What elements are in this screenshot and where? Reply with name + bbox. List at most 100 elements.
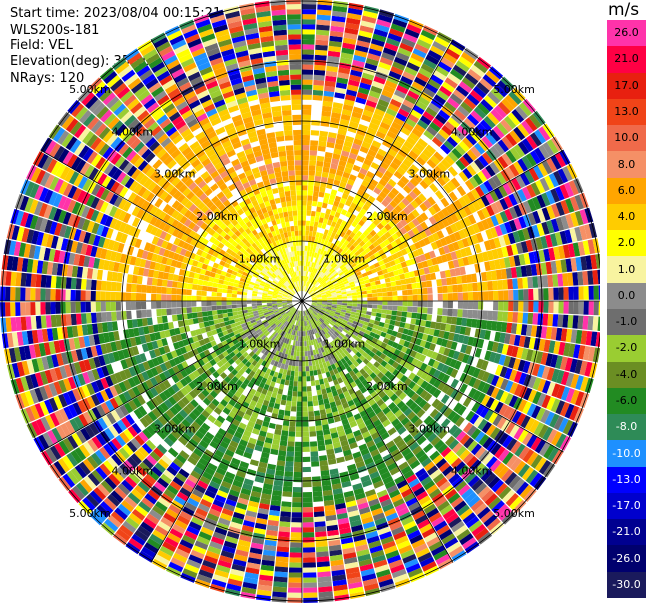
- velocity-gate: [317, 445, 326, 452]
- velocity-gate: [338, 67, 351, 75]
- velocity-gate: [325, 288, 331, 292]
- velocity-gate: [419, 556, 435, 568]
- velocity-gate: [294, 461, 302, 468]
- velocity-gate: [380, 313, 387, 319]
- velocity-gate: [567, 315, 574, 329]
- velocity-gate: [461, 275, 468, 284]
- velocity-gate: [580, 330, 588, 345]
- velocity-gate: [589, 362, 598, 378]
- velocity-gate: [283, 476, 293, 482]
- velocity-gate: [302, 205, 307, 211]
- velocity-gate: [141, 309, 147, 318]
- velocity-gate: [396, 285, 403, 291]
- velocity-gate: [371, 328, 378, 334]
- velocity-gate: [421, 347, 429, 356]
- velocity-gate: [466, 191, 476, 203]
- velocity-gate: [70, 289, 76, 301]
- velocity-gate: [379, 94, 392, 103]
- velocity-gate: [369, 471, 380, 480]
- velocity-gate: [358, 443, 368, 452]
- velocity-gate: [345, 183, 353, 191]
- velocity-gate: [348, 152, 358, 160]
- velocity-gate: [415, 547, 430, 558]
- velocity-gate: [320, 249, 325, 255]
- velocity-gate: [447, 151, 459, 163]
- velocity-gate: [480, 99, 494, 112]
- velocity-gate: [302, 260, 304, 266]
- velocity-gate: [312, 94, 323, 101]
- velocity-gate: [332, 280, 338, 285]
- velocity-gate: [588, 285, 594, 300]
- velocity-gate: [406, 203, 416, 212]
- velocity-gate: [415, 360, 424, 369]
- velocity-gate: [393, 170, 403, 180]
- velocity-gate: [467, 255, 475, 265]
- velocity-gate: [256, 296, 262, 299]
- velocity-gate: [308, 235, 312, 242]
- velocity-gate: [309, 319, 313, 325]
- velocity-gate: [346, 89, 358, 97]
- velocity-gate: [208, 320, 215, 326]
- velocity-gate: [406, 283, 413, 290]
- velocity-gate: [328, 132, 337, 139]
- velocity-gate: [340, 289, 347, 293]
- velocity-gate: [461, 51, 476, 65]
- velocity-gate: [365, 282, 371, 288]
- velocity-gate: [496, 172, 507, 185]
- velocity-gate: [386, 329, 393, 335]
- velocity-gate: [305, 225, 310, 231]
- velocity-gate: [216, 309, 223, 315]
- velocity-gate: [326, 307, 332, 311]
- velocity-gate: [401, 37, 416, 48]
- velocity-gate: [320, 308, 326, 312]
- velocity-gate: [356, 288, 362, 293]
- velocity-gate: [321, 223, 327, 230]
- velocity-gate: [511, 109, 525, 123]
- velocity-gate: [410, 336, 417, 344]
- velocity-gate: [305, 230, 310, 236]
- velocity-gate: [337, 164, 345, 172]
- velocity-gate: [346, 17, 361, 25]
- velocity-gate: [400, 144, 411, 154]
- velocity-gate: [579, 360, 588, 376]
- velocity-gate: [432, 360, 440, 369]
- velocity-gate: [404, 28, 420, 39]
- velocity-gate: [544, 175, 555, 190]
- velocity-gate: [491, 500, 505, 514]
- velocity-gate: [536, 223, 545, 237]
- velocity-gate: [583, 301, 589, 315]
- velocity-gate: [491, 321, 498, 331]
- velocity-gate: [396, 166, 406, 176]
- velocity-gate: [351, 306, 358, 310]
- velocity-gate: [318, 140, 327, 147]
- velocity-gate: [347, 295, 353, 299]
- velocity-gate: [313, 69, 326, 76]
- velocity-gate: [389, 200, 398, 209]
- velocity-gate: [477, 139, 490, 152]
- velocity-gate: [314, 237, 319, 243]
- velocity-gate: [588, 222, 598, 238]
- velocity-gate: [45, 302, 51, 315]
- velocity-gate: [316, 337, 321, 344]
- velocity-gate: [317, 277, 323, 283]
- velocity-gate: [433, 549, 448, 561]
- velocity-gate: [330, 334, 336, 340]
- velocity-gate: [412, 306, 418, 313]
- velocity-gate: [397, 413, 407, 422]
- velocity-gate: [315, 315, 320, 320]
- velocity-gate: [541, 221, 550, 235]
- velocity-gate: [354, 328, 361, 334]
- velocity-gate: [387, 301, 393, 306]
- velocity-gate: [313, 309, 319, 314]
- velocity-gate: [312, 311, 317, 316]
- velocity-gate: [522, 227, 531, 241]
- velocity-gate: [392, 296, 398, 301]
- velocity-gate: [395, 316, 402, 322]
- velocity-gate: [356, 291, 362, 295]
- velocity-gate: [487, 177, 498, 190]
- velocity-gate: [328, 40, 342, 48]
- velocity-gate: [311, 305, 316, 308]
- velocity-gate: [442, 308, 448, 316]
- velocity-gate: [564, 403, 575, 419]
- velocity-gate: [441, 338, 448, 348]
